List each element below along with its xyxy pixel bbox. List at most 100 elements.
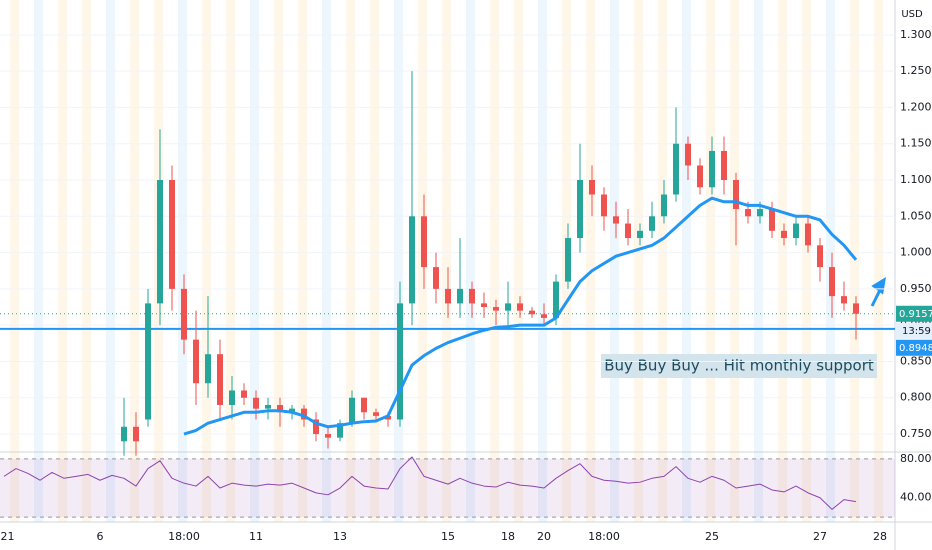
candle-body: [145, 303, 151, 420]
countdown-label: 13:59: [902, 326, 931, 337]
session-stripe: [130, 0, 139, 522]
candle-body: [325, 434, 331, 438]
session-stripe: [226, 0, 235, 522]
candle-body: [301, 408, 307, 420]
y-tick-label: 0.9500: [900, 282, 932, 295]
candle-body: [769, 209, 775, 231]
y-tick-label: 1.0000: [900, 246, 932, 259]
candle-body: [397, 303, 403, 420]
candle-body: [853, 303, 859, 314]
session-stripe: [730, 0, 739, 522]
candle-body: [361, 397, 367, 413]
session-stripe: [634, 0, 643, 522]
candle-body: [589, 180, 595, 195]
candle-body: [481, 303, 487, 308]
candle-body: [409, 216, 415, 304]
candle-body: [469, 288, 475, 304]
candle-body: [169, 180, 175, 289]
candle-body: [349, 397, 355, 424]
candle-body: [601, 194, 607, 217]
candle-body: [565, 238, 571, 282]
candle-body: [541, 314, 547, 318]
session-stripes: [10, 0, 883, 522]
candle-body: [709, 150, 715, 188]
x-tick-label: 28: [873, 530, 887, 543]
candle-body: [673, 143, 679, 195]
candle-body: [217, 354, 223, 405]
annotation-box: [601, 354, 877, 378]
x-tick-label: 27: [813, 530, 827, 543]
candle-body: [133, 426, 139, 442]
session-stripe: [802, 0, 811, 522]
candle-body: [421, 216, 427, 268]
session-stripe: [706, 0, 715, 522]
candle-body: [661, 194, 667, 217]
session-stripe: [658, 0, 667, 522]
y-tick-label: 1.2500: [900, 64, 932, 77]
candle-body: [829, 267, 835, 297]
session-stripe: [778, 0, 787, 522]
candle-body: [637, 230, 643, 239]
candle-body: [649, 216, 655, 231]
candle-body: [505, 303, 511, 311]
session-stripe: [202, 0, 211, 522]
session-stripe: [466, 0, 475, 522]
session-stripe: [106, 0, 115, 522]
candle-body: [241, 390, 247, 398]
candle-body: [697, 165, 703, 188]
last-price-box: [896, 305, 932, 322]
x-tick-label: 20: [537, 530, 551, 543]
y-tick-label: 1.3000: [900, 28, 932, 41]
candle-body: [193, 339, 199, 384]
session-stripe: [826, 0, 835, 522]
candle-body: [757, 209, 763, 217]
y-tick-label: 1.2000: [900, 100, 932, 113]
candle-body: [205, 354, 211, 384]
session-stripe: [610, 0, 619, 522]
session-stripe: [322, 0, 331, 522]
session-stripe: [682, 0, 691, 522]
candle-body: [529, 310, 535, 315]
y-tick-label: 1.1000: [900, 173, 932, 186]
y-tick-label: 1.1500: [900, 137, 932, 150]
candle-body: [493, 307, 499, 311]
candle-body: [373, 412, 379, 416]
annotation: Buy Buy Buy ... Hit monthly support: [604, 357, 874, 375]
x-tick-label: 18: [501, 530, 515, 543]
candle-body: [157, 180, 163, 304]
x-tick-label: 15: [441, 530, 455, 543]
candle-body: [457, 288, 463, 304]
x-tick-label: 25: [705, 530, 719, 543]
candle-body: [613, 216, 619, 224]
candle-body: [685, 143, 691, 166]
candle-body: [577, 180, 583, 239]
rsi-tick-label: 80.00: [900, 452, 932, 465]
session-stripe: [298, 0, 307, 522]
last-price-label: 0.9157: [899, 309, 932, 320]
candle-body: [793, 223, 799, 239]
currency-label: USD: [901, 9, 923, 20]
rsi-band: [0, 458, 895, 518]
countdown-box: [896, 322, 932, 339]
session-stripe: [178, 0, 187, 522]
candle-body: [745, 209, 751, 217]
session-stripe: [346, 0, 355, 522]
x-tick-label: 6: [97, 530, 104, 543]
x-tick-label: 13: [333, 530, 347, 543]
candle-body: [721, 150, 727, 180]
x-tick-label: 11: [249, 530, 263, 543]
rsi-line: [3, 456, 857, 510]
candle-body: [337, 423, 343, 438]
candle-body: [433, 267, 439, 289]
candle-body: [289, 408, 295, 413]
session-stripe: [850, 0, 859, 522]
candle-body: [253, 397, 259, 409]
candle-body: [181, 288, 187, 340]
session-stripe: [250, 0, 259, 522]
candle-body: [805, 223, 811, 246]
rsi-tick-label: 40.00: [900, 491, 932, 504]
